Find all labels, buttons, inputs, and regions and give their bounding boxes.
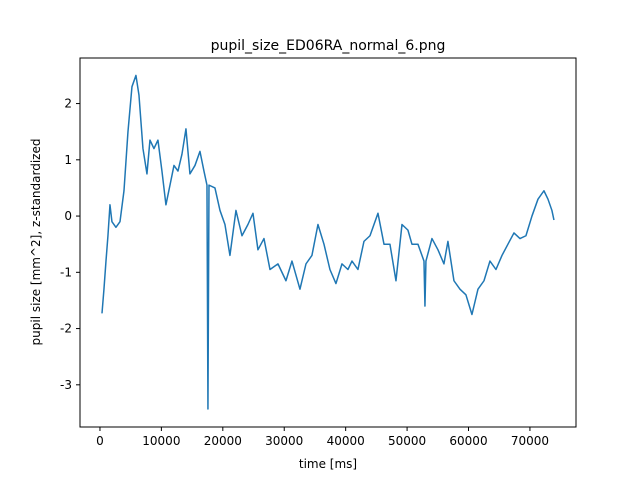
x-tick-label: 30000 [265, 434, 303, 448]
plot-frame [79, 57, 577, 428]
chart-title: pupil_size_ED06RA_normal_6.png [211, 38, 446, 54]
x-tick-label: 0 [96, 434, 104, 448]
x-tick-label: 10000 [142, 434, 180, 448]
x-tick-label: 60000 [449, 434, 487, 448]
y-tick-label: -2 [60, 322, 72, 336]
y-tick-label: -1 [60, 265, 72, 279]
y-axis-label: pupil size [mm^2], z-standardized [29, 139, 43, 346]
y-tick-label: 0 [64, 209, 72, 223]
x-axis-label: time [ms] [299, 457, 357, 471]
x-tick-label: 40000 [327, 434, 365, 448]
y-tick-label: 1 [64, 153, 72, 167]
x-tick-label: 70000 [511, 434, 549, 448]
x-tick-label: 20000 [204, 434, 242, 448]
data-line [101, 74, 555, 410]
y-tick-label: 2 [64, 97, 72, 111]
x-tick-label: 50000 [388, 434, 426, 448]
y-tick-label: -3 [60, 378, 72, 392]
